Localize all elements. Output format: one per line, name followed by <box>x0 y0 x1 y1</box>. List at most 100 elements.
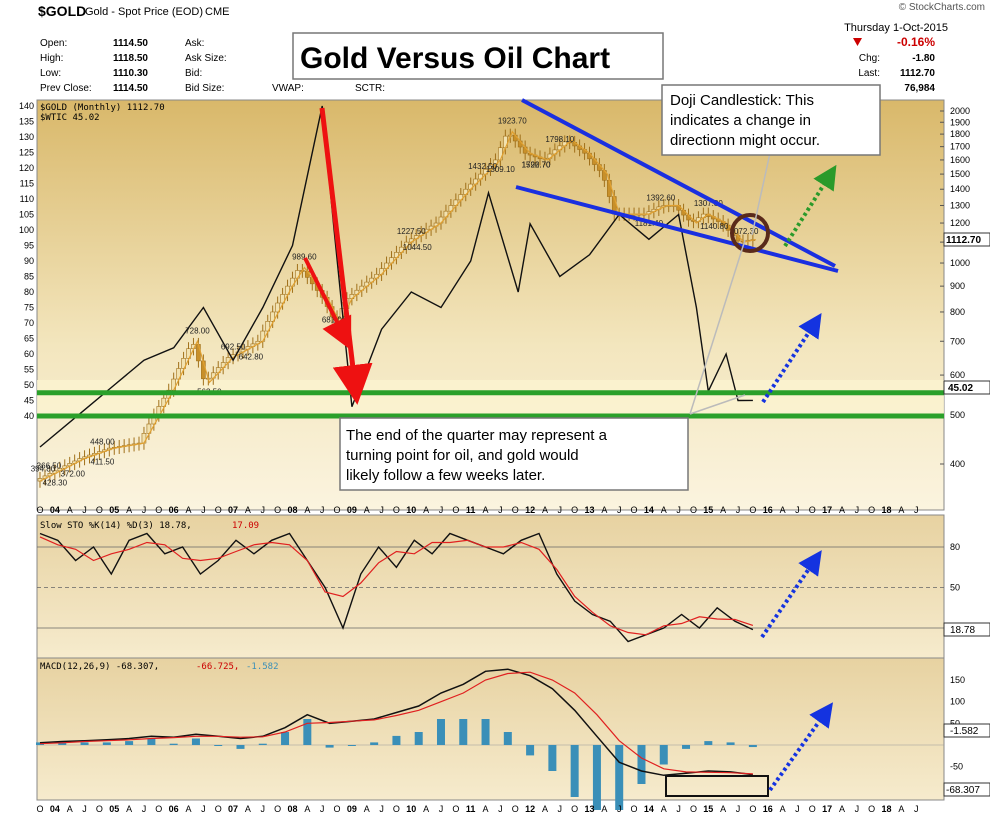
x-axis-price: O 04 A J O 05 A J O 06 A J O 07 A J O 08 A J O 09 A J O 10 A J O 11 A J… <box>36 505 918 515</box>
x-tick: O <box>36 804 43 814</box>
quarter-note-box <box>339 417 689 491</box>
x-tick: 11 <box>466 804 476 814</box>
macd-hist-bar <box>503 732 512 745</box>
x-tick: J <box>914 505 919 515</box>
macd-hist-bar <box>303 719 312 745</box>
left-tick: 95 <box>24 241 34 251</box>
macd-hist-bar <box>414 732 423 745</box>
x-tick: J <box>914 804 919 814</box>
right-tick: 500 <box>950 410 965 420</box>
macd-last-box <box>943 782 990 797</box>
candle-body <box>161 397 167 407</box>
left-tick: 45 <box>24 396 34 406</box>
quote-right-value: 76,984 <box>904 83 935 94</box>
macd-hist-bar <box>214 745 223 746</box>
macd-hist-bar <box>748 745 757 748</box>
right-tick: 2000 <box>950 106 970 116</box>
x-tick: 04 <box>50 505 60 515</box>
sto-tick: 50 <box>950 583 960 593</box>
quote-label: High: <box>40 53 63 64</box>
x-tick: A <box>898 804 904 814</box>
x-tick: J <box>855 505 860 515</box>
x-tick: J <box>558 804 563 814</box>
x-tick: J <box>142 505 147 515</box>
macd-hist-bar <box>615 745 624 810</box>
left-tick: 65 <box>24 334 34 344</box>
symbol-label: $GOLD <box>38 3 86 19</box>
x-tick: A <box>364 804 370 814</box>
x-tick: J <box>320 804 325 814</box>
exchange-label: CME <box>205 6 229 18</box>
x-tick: J <box>261 804 266 814</box>
quote-mid2-label: VWAP: <box>272 83 304 94</box>
sto-last-label: 18.78 <box>950 625 975 636</box>
x-tick: A <box>542 505 548 515</box>
quote-label: Prev Close: <box>40 83 92 94</box>
macd-last-label: -68.307 <box>946 785 980 796</box>
x-tick: 06 <box>169 804 179 814</box>
x-tick: O <box>155 505 162 515</box>
x-tick: J <box>795 804 800 814</box>
gold-price-label: 428.30 <box>43 478 68 487</box>
x-tick: A <box>483 505 489 515</box>
left-tick: 120 <box>19 163 34 173</box>
x-tick: 16 <box>763 505 773 515</box>
x-tick: J <box>320 505 325 515</box>
quote-mid2-label: SCTR: <box>355 83 385 94</box>
right-tick: 1600 <box>950 155 970 165</box>
quarter-note: The end of the quarter may represent a tu… <box>346 427 608 484</box>
macd-hist-bar <box>704 741 713 745</box>
date-label: Thursday 1-Oct-2015 <box>844 22 948 34</box>
red-arrow-gold <box>303 257 352 351</box>
x-tick: J <box>439 505 444 515</box>
candle-body <box>181 358 186 369</box>
gold-price-label: 728.00 <box>185 326 210 335</box>
quote-value: 1114.50 <box>113 38 148 49</box>
x-tick: J <box>676 804 681 814</box>
left-tick: 140 <box>19 101 34 111</box>
doji-callout-line <box>751 152 771 236</box>
macd-hist-bar <box>191 738 200 745</box>
sto-panel <box>36 514 945 659</box>
gold-price-label: 394.80 <box>31 465 56 474</box>
doji-note: Doji Candlestick: This indicates a change… <box>670 92 820 149</box>
left-tick: 135 <box>19 117 34 127</box>
macd-signal-line <box>39 671 753 775</box>
gold-price-label: 1072.30 <box>729 227 758 236</box>
legend-oil: $WTIC 45.02 <box>40 113 100 123</box>
right-tick: 700 <box>950 336 965 346</box>
left-tick: 90 <box>24 256 34 266</box>
x-tick: 15 <box>703 505 713 515</box>
sto-legend-d: 17.09 <box>232 521 259 531</box>
macd-tick: -50 <box>950 762 963 772</box>
x-tick: A <box>542 804 548 814</box>
quote-value: 1110.30 <box>113 68 148 79</box>
gold-candles <box>37 128 756 488</box>
right-tick: 900 <box>950 281 965 291</box>
right-tick: 800 <box>950 307 965 317</box>
right-tick: 400 <box>950 459 965 469</box>
x-tick: 16 <box>763 804 773 814</box>
x-tick: O <box>512 804 519 814</box>
trendline-upper <box>521 98 836 268</box>
macd-hist-bar <box>726 742 735 745</box>
x-tick: O <box>334 804 341 814</box>
x-tick: O <box>809 505 816 515</box>
quote-right-value: 1112.70 <box>900 68 935 79</box>
gold-price-label: 1140.80 <box>700 222 729 231</box>
gold-price-label: 1526.70 <box>522 160 551 169</box>
x-tick: 05 <box>109 804 119 814</box>
gold-price-label: 411.50 <box>90 457 114 466</box>
x-tick: O <box>690 804 697 814</box>
green-arrow <box>783 164 837 248</box>
macd-axes: 150 100 50 -50 <box>37 675 965 772</box>
macd-hist-bar <box>102 742 111 745</box>
right-tick: 1700 <box>950 142 970 152</box>
x-tick: A <box>245 505 251 515</box>
x-tick: A <box>126 804 132 814</box>
macd-hist-bar <box>481 719 490 745</box>
x-tick: O <box>749 505 756 515</box>
x-tick: O <box>631 505 638 515</box>
x-tick: A <box>898 505 904 515</box>
